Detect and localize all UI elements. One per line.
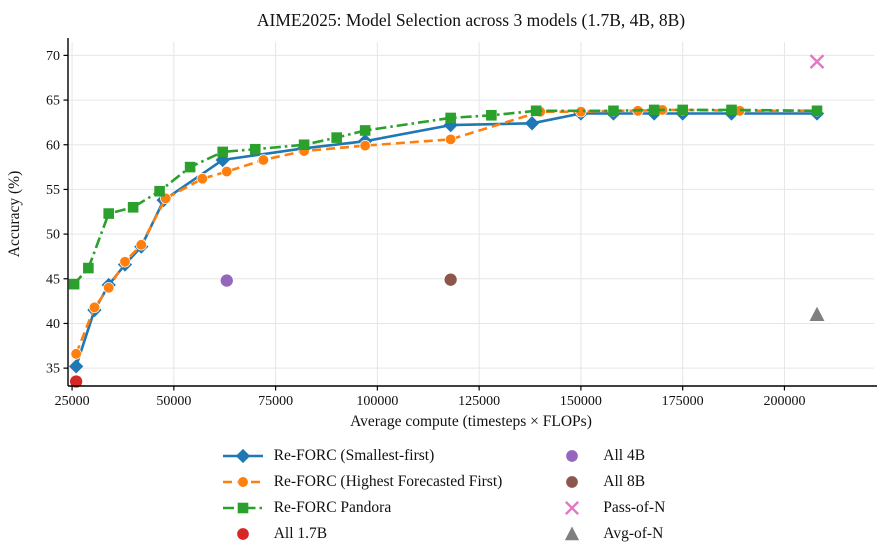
circle-marker (119, 256, 131, 268)
x-tick-label: 100000 (356, 394, 398, 409)
circle-marker (219, 273, 234, 288)
diamond-marker (235, 448, 250, 464)
x-axis-label: Average compute (timesteps × FLOPs) (350, 413, 592, 430)
x-tick-label: 200000 (763, 394, 805, 409)
square-marker (127, 201, 139, 213)
legend-label: Re-FORC (Smallest-first) (273, 447, 435, 464)
circle-marker (103, 282, 115, 294)
x-tick-label: 175000 (662, 394, 704, 409)
square-marker (184, 161, 196, 173)
circle-marker (257, 154, 270, 166)
circle-marker (70, 348, 82, 360)
triangle-marker (565, 526, 580, 541)
triangle-marker (809, 306, 825, 322)
legend-item: Re-FORC (Smallest-first) (221, 447, 503, 465)
legend-label: Re-FORC (Highest Forecasted First) (273, 473, 503, 490)
y-tick-label: 65 (46, 94, 60, 109)
square-marker (298, 139, 310, 151)
square-marker (83, 262, 94, 274)
diamond-marker (524, 116, 540, 131)
legend-label: All 4B (603, 447, 646, 464)
square-marker (486, 109, 497, 121)
x-tick-label: 25000 (55, 394, 90, 409)
square-marker (677, 104, 688, 116)
legend-swatch-circle-icon (565, 449, 579, 463)
circle-marker (237, 476, 249, 488)
square-marker (103, 208, 115, 219)
legend-label: All 1.7B (273, 525, 328, 542)
chart-title: AIME2025: Model Selection across 3 model… (257, 10, 685, 30)
circle-marker (236, 527, 250, 541)
square-marker (68, 278, 80, 290)
square-marker (445, 112, 456, 124)
square-marker (608, 105, 619, 117)
square-marker (648, 104, 660, 116)
legend-swatch-circle-icon (222, 476, 263, 488)
circle-marker (565, 449, 579, 463)
legend-item: All 8B (550, 473, 665, 491)
legend-item: All 1.7B (221, 525, 503, 543)
chart-legend: Re-FORC (Smallest-first) Re-FORC (Highest… (0, 443, 886, 547)
x-tick-label: 150000 (560, 394, 602, 409)
diamond-marker (68, 359, 84, 374)
circle-marker (444, 133, 457, 146)
series-line (73, 108, 818, 285)
x-tick-label: 50000 (156, 394, 191, 409)
legend-swatch-diamond-icon (222, 448, 263, 464)
square-marker (249, 143, 261, 155)
circle-marker (221, 165, 233, 178)
x-marker (809, 54, 825, 70)
y-tick-label: 60 (46, 138, 60, 153)
square-marker (217, 146, 228, 158)
x-tick-label: 125000 (458, 394, 500, 409)
y-tick-label: 70 (46, 49, 60, 64)
square-marker (530, 105, 542, 117)
series-line (74, 112, 817, 367)
circle-marker (443, 272, 458, 287)
square-marker (811, 105, 823, 117)
legend-swatch-circle-icon (565, 475, 579, 489)
legend-item: Re-FORC (Highest Forecasted First) (221, 473, 503, 491)
y-axis-label: Accuracy (%) (6, 171, 23, 257)
square-marker (331, 132, 342, 143)
circle-marker (196, 173, 208, 185)
legend-label: Avg-of-N (603, 525, 664, 542)
circle-marker (565, 475, 579, 489)
y-tick-label: 40 (46, 317, 60, 332)
square-marker (726, 104, 737, 116)
y-tick-label: 35 (46, 362, 60, 377)
legend-item: Avg-of-N (550, 525, 665, 543)
chart: AIME2025: Model Selection across 3 model… (6, 10, 877, 430)
y-tick-label: 50 (46, 228, 60, 243)
x-marker (565, 500, 580, 516)
square-marker (359, 125, 371, 136)
circle-marker (359, 139, 371, 152)
series-line (74, 108, 817, 355)
legend-swatch-triangle-icon (565, 526, 580, 541)
legend-item: Pass-of-N (550, 499, 665, 517)
x-tick-label: 75000 (258, 394, 293, 409)
square-marker (154, 185, 165, 197)
legend-label: Re-FORC Pandora (273, 499, 392, 516)
circle-marker (69, 374, 83, 389)
legend-label: Pass-of-N (603, 499, 666, 516)
square-marker (237, 502, 248, 514)
circle-marker (88, 301, 101, 314)
legend-swatch-x-icon (565, 500, 580, 516)
legend-swatch-circle-icon (236, 527, 250, 541)
legend-item: Re-FORC Pandora (221, 499, 503, 517)
y-tick-label: 55 (46, 183, 60, 198)
circle-marker (135, 239, 147, 251)
legend-label: All 8B (603, 473, 646, 490)
y-tick-label: 45 (46, 272, 60, 287)
legend-item: All 4B (550, 447, 665, 465)
legend-swatch-square-icon (222, 502, 263, 514)
